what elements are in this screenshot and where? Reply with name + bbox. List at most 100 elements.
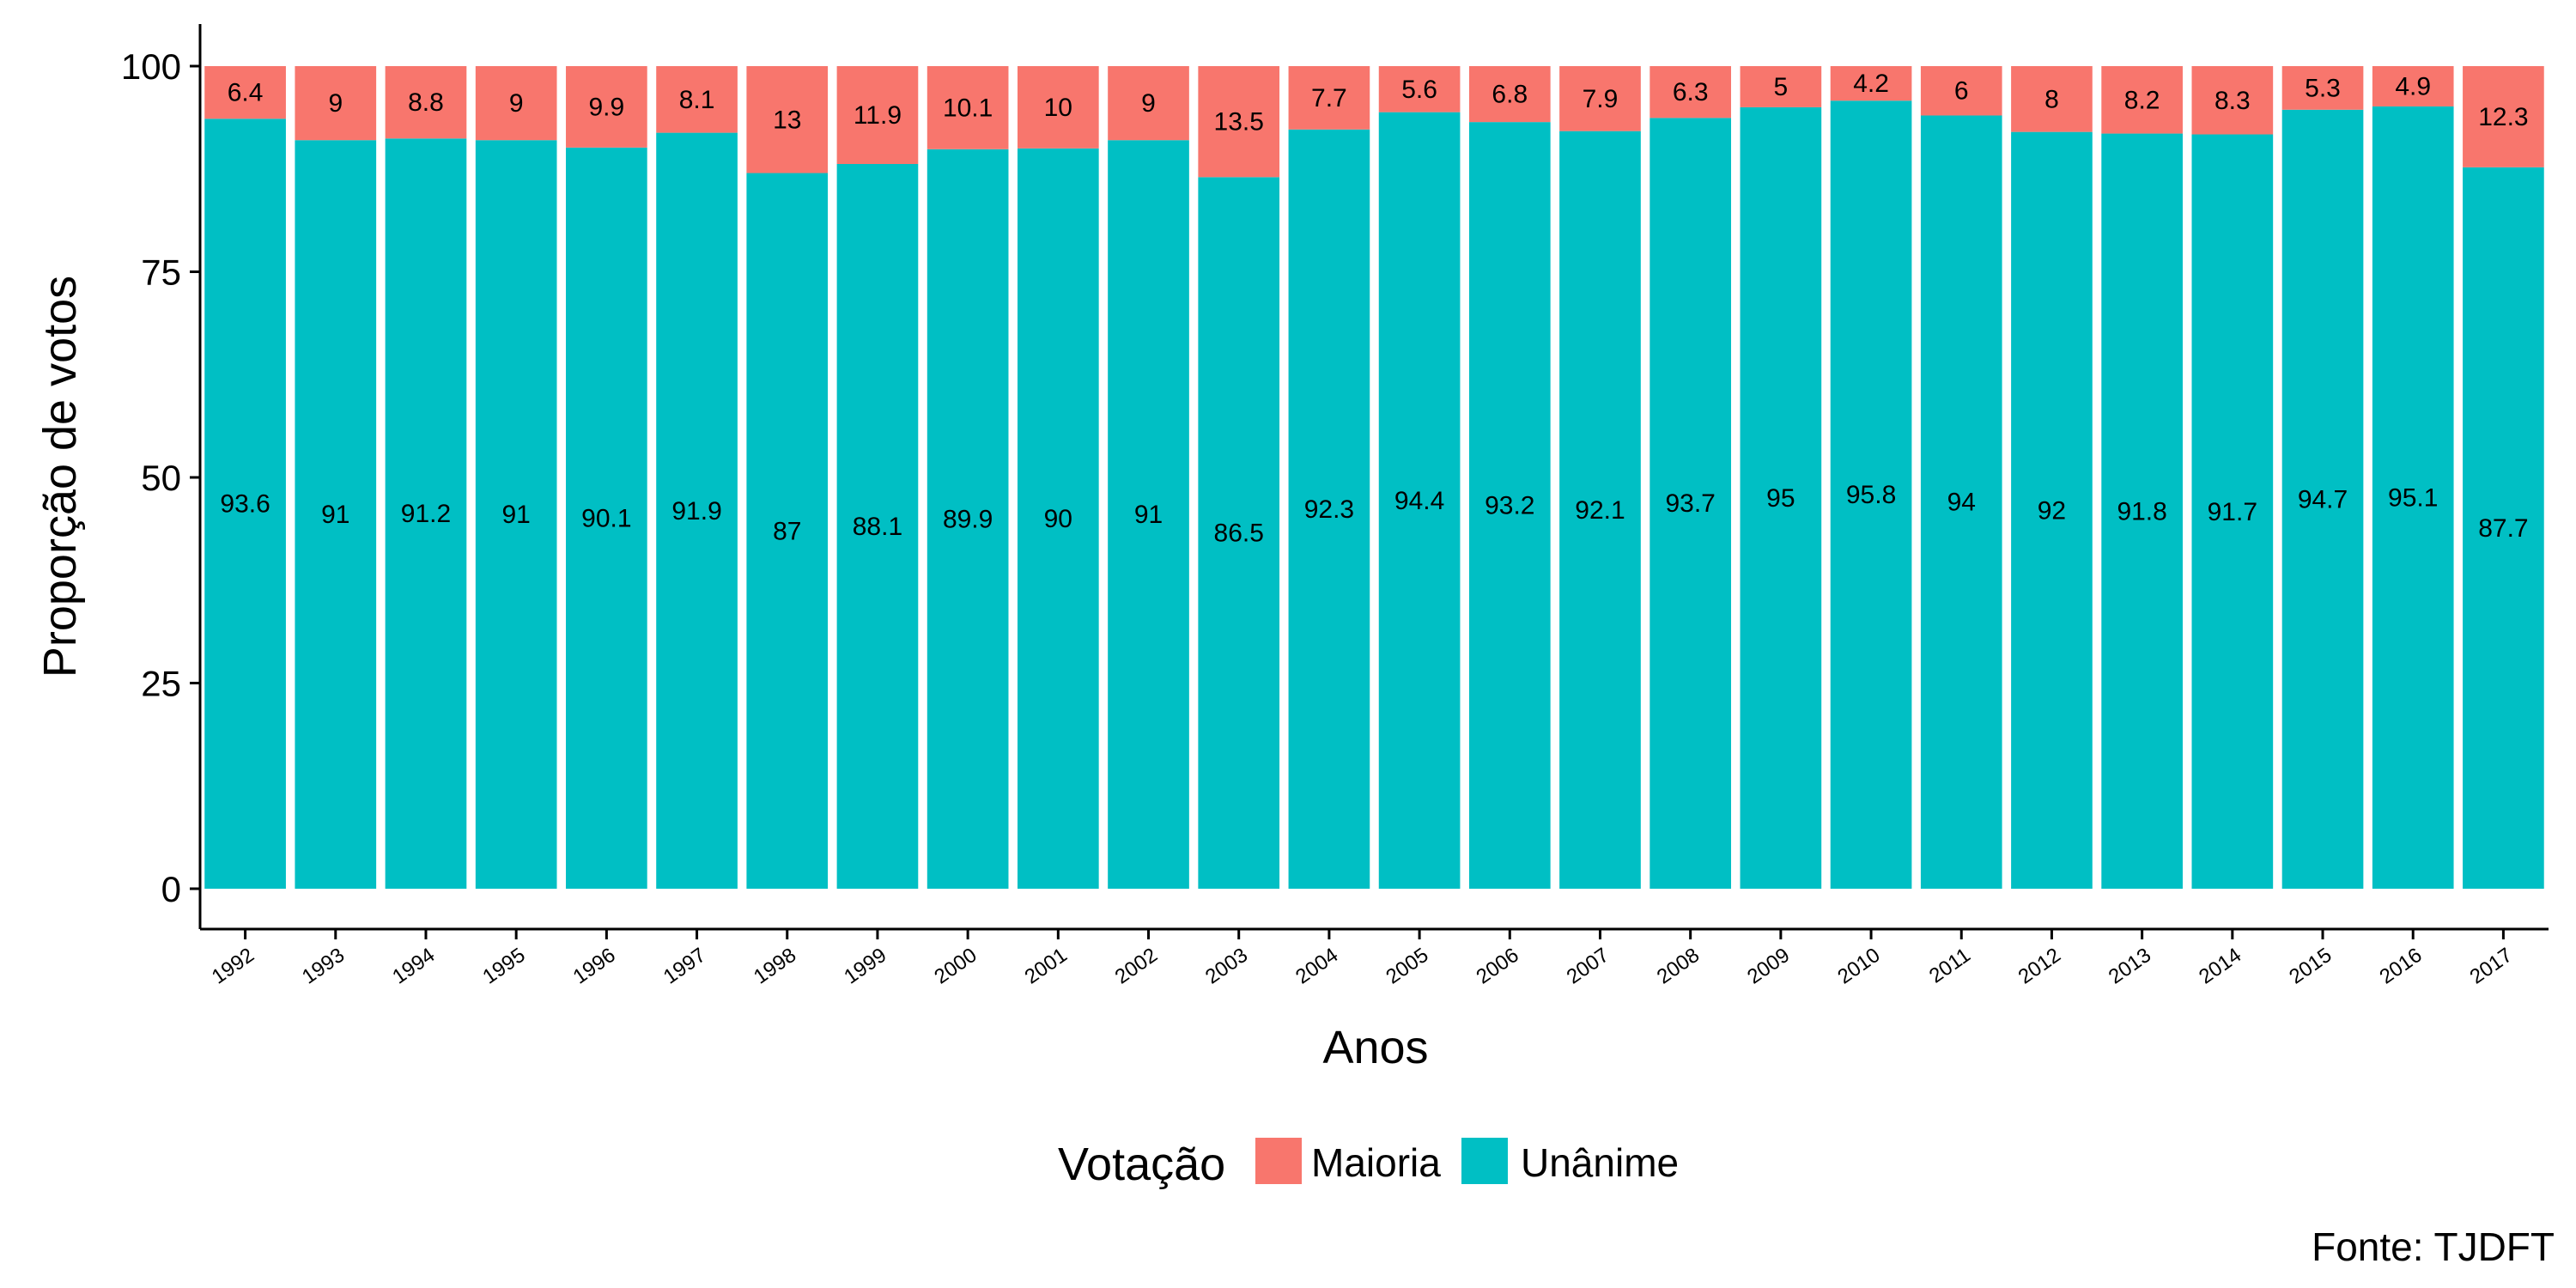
legend: Votação Maioria Unânime	[1058, 1138, 1679, 1190]
bar-unanime-1998	[746, 173, 829, 890]
label-maioria-2002: 9	[1141, 89, 1156, 118]
label-maioria-2003: 13.5	[1214, 108, 1264, 137]
x-tick-label-2001: 2001	[1021, 944, 1072, 989]
y-tick-label: 75	[141, 252, 181, 293]
label-unanime-1994: 91.2	[401, 500, 451, 528]
label-maioria-2011: 6	[1954, 77, 1969, 106]
bar-maioria-2012	[2011, 66, 2093, 132]
bar-unanime-2013	[2101, 133, 2183, 889]
label-unanime-2006: 93.2	[1485, 492, 1534, 520]
y-tick-label: 25	[141, 664, 181, 704]
label-maioria-2014: 8.3	[2215, 87, 2251, 115]
bar-maioria-2011	[1920, 66, 2002, 116]
label-maioria-2007: 7.9	[1583, 85, 1619, 113]
x-axis: 1992 1993 1994 1995 1996 1997 1998 1999 2000 2001…	[200, 927, 2549, 989]
x-tick-label-2009: 2009	[1743, 944, 1794, 989]
x-tick-label-2000: 2000	[930, 944, 981, 989]
label-maioria-1997: 8.1	[679, 86, 715, 114]
label-unanime-2016: 95.1	[2388, 483, 2438, 512]
caption: Fonte: TJDFT	[2312, 1224, 2555, 1269]
bar-maioria-1999	[836, 66, 919, 165]
legend-label-maioria: Maioria	[1311, 1140, 1441, 1185]
bar-maioria-1998	[746, 66, 829, 173]
bar-maioria-2008	[1649, 66, 1732, 118]
label-maioria-2005: 5.6	[1401, 76, 1437, 104]
label-unanime-2013: 91.8	[2117, 497, 2166, 526]
label-unanime-2003: 86.5	[1214, 519, 1264, 548]
label-maioria-2004: 7.7	[1311, 84, 1347, 112]
x-tick-label-2011: 2011	[1925, 944, 1975, 988]
bar-maioria-2017	[2463, 66, 2544, 167]
bar-unanime-2017	[2463, 167, 2544, 890]
x-tick-label-1994: 1994	[388, 944, 439, 989]
label-unanime-2008: 93.7	[1665, 489, 1715, 518]
bar-maioria-1996	[566, 66, 647, 148]
bar-unanime-2008	[1649, 118, 1732, 889]
bars	[204, 66, 2544, 890]
y-tick-label: 100	[121, 46, 181, 87]
label-maioria-2017: 12.3	[2478, 103, 2528, 131]
bar-unanime-2014	[2191, 134, 2274, 889]
bar-unanime-1993	[295, 140, 377, 890]
x-tick-label-2012: 2012	[2014, 944, 2065, 989]
label-unanime-2015: 94.7	[2298, 485, 2348, 513]
bar-unanime-2009	[1740, 106, 1822, 889]
x-tick-label-1993: 1993	[298, 944, 349, 989]
label-maioria-2000: 10.1	[943, 94, 993, 122]
label-unanime-2017: 87.7	[2478, 514, 2528, 543]
bar-maioria-2010	[1830, 66, 1912, 101]
x-tick-label-2015: 2015	[2285, 944, 2336, 989]
bar-unanime-1994	[385, 138, 467, 889]
bar-unanime-2006	[1468, 122, 1551, 890]
bar-maioria-2015	[2281, 66, 2364, 110]
label-unanime-2002: 91	[1134, 501, 1163, 529]
bar-unanime-2005	[1378, 112, 1461, 889]
x-tick-label-1997: 1997	[659, 944, 710, 989]
label-unanime-1996: 90.1	[581, 504, 631, 532]
label-maioria-1992: 6.4	[228, 79, 264, 107]
x-tick-label-1995: 1995	[478, 944, 529, 989]
bar-maioria-1994	[385, 66, 467, 139]
bar-unanime-2000	[927, 149, 1009, 889]
label-unanime-1998: 87	[773, 517, 801, 545]
label-unanime-2005: 94.4	[1394, 487, 1444, 515]
label-maioria-2012: 8	[2044, 85, 2059, 113]
bar-maioria-2002	[1108, 66, 1189, 141]
bar-maioria-2001	[1017, 66, 1099, 149]
label-maioria-1995: 9	[509, 89, 524, 118]
bar-unanime-2002	[1108, 140, 1189, 890]
label-unanime-2004: 92.3	[1304, 495, 1354, 524]
label-maioria-1993: 9	[328, 89, 343, 118]
bar-maioria-2014	[2191, 66, 2274, 135]
legend-label-unanime: Unânime	[1521, 1140, 1679, 1185]
label-maioria-2015: 5.3	[2305, 74, 2341, 102]
label-unanime-2007: 92.1	[1575, 496, 1625, 525]
label-unanime-1999: 88.1	[853, 513, 902, 541]
x-tick-label-2008: 2008	[1653, 944, 1704, 989]
x-tick-label-2003: 2003	[1201, 944, 1252, 989]
bar-unanime-2016	[2372, 106, 2454, 889]
x-tick-label-2010: 2010	[1833, 944, 1884, 989]
x-tick-label-2002: 2002	[1111, 944, 1162, 989]
x-tick-label-1998: 1998	[750, 944, 800, 989]
bar-maioria-1997	[656, 66, 738, 133]
bar-unanime-1996	[566, 147, 647, 890]
bar-unanime-2001	[1017, 148, 1099, 890]
y-tick-label: 50	[141, 458, 181, 498]
bar-unanime-2007	[1559, 131, 1641, 889]
bar-unanime-1992	[204, 118, 286, 889]
bar-unanime-2004	[1288, 129, 1370, 890]
bar-maioria-2013	[2101, 66, 2183, 134]
bar-maioria-2006	[1468, 66, 1551, 123]
x-tick-label-1996: 1996	[569, 944, 620, 989]
y-tick-label: 0	[161, 869, 181, 909]
y-axis-title: Proporção de votos	[34, 276, 86, 677]
bar-maioria-2016	[2372, 66, 2454, 106]
x-tick-label-2007: 2007	[1563, 944, 1613, 989]
bar-unanime-2012	[2011, 131, 2093, 889]
bar-maioria-1995	[475, 66, 557, 141]
data-labels: 93.66.491991.28.891990.19.991.98.1871388…	[220, 70, 2528, 548]
label-maioria-1994: 8.8	[408, 88, 444, 117]
label-maioria-2009: 5	[1774, 73, 1789, 101]
